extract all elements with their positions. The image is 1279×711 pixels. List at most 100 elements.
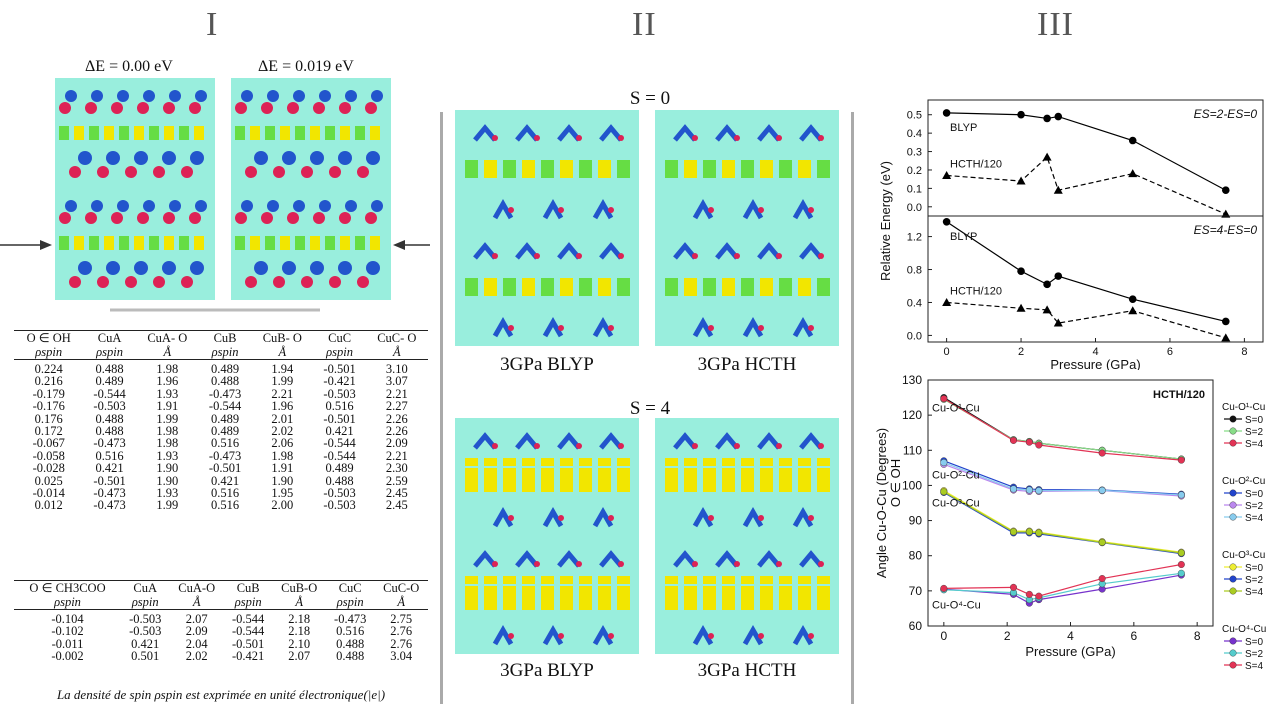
table-cell: 2.01	[271, 411, 294, 426]
legend-marker	[1229, 637, 1237, 645]
table-cell: 1.99	[156, 411, 179, 426]
data-point	[1128, 169, 1138, 178]
table-cell: 2.30	[385, 461, 408, 476]
data-point	[1025, 438, 1033, 446]
y-tick-label: 0.0	[907, 330, 922, 342]
legend-marker	[1229, 661, 1237, 669]
legend-label: S=0	[1245, 489, 1264, 500]
data-point	[1098, 538, 1106, 546]
table-cell: 2.21	[385, 448, 408, 463]
table-cell: -0.503	[323, 386, 356, 401]
table-cell: 2.18	[288, 612, 311, 626]
x-axis-label: Pressure (GPa)	[1050, 357, 1140, 370]
series-line	[943, 462, 1182, 496]
series-line-blyp	[946, 112, 1227, 191]
y-tick-label: 0.4	[907, 128, 922, 140]
table-cell: -0.501	[232, 636, 265, 651]
y-tick-label: 0.1	[907, 183, 922, 195]
table-cell: -0.503	[129, 624, 162, 639]
table-cell: 1.90	[271, 473, 294, 488]
s0-title: S = 0	[629, 88, 671, 109]
data-point	[1009, 583, 1017, 591]
legend-marker	[1229, 587, 1237, 595]
table-cell: -0.421	[323, 374, 356, 389]
table-cell: 2.76	[390, 636, 413, 651]
y-tick-label: 0.3	[907, 147, 922, 159]
x-tick-label: 8	[1241, 346, 1247, 358]
table-header: O ∈ CH3COO ρspin	[14, 580, 122, 610]
data-point	[1035, 592, 1043, 600]
table-cell: 2.06	[271, 436, 294, 451]
x-tick-label: 0	[940, 629, 947, 643]
data-point	[942, 170, 952, 179]
table-cell: -0.473	[93, 436, 126, 451]
table-cell: 0.489	[211, 362, 240, 376]
table-cell: 0.489	[95, 374, 124, 389]
y-axis-label: Angle Cu-O-Cu (Degrees)	[874, 428, 889, 578]
y-tick-label: 70	[909, 584, 923, 598]
data-point	[1035, 441, 1043, 449]
delta-e-right: ΔE = 0.019 eV	[258, 58, 354, 75]
y-tick-label: 0.5	[907, 110, 922, 122]
table-cell: -0.473	[93, 498, 126, 513]
table-cell: 0.224	[34, 362, 63, 376]
y-tick-label: 80	[909, 549, 923, 563]
table-cell: 2.45	[385, 498, 408, 513]
table-cell: 1.98	[156, 362, 179, 376]
series-label: HCTH/120	[950, 285, 1002, 297]
table-cell: 0.488	[95, 411, 124, 426]
table-cell: 3.07	[385, 374, 408, 389]
table-cell: 2.26	[385, 424, 408, 439]
table-cell: 2.02	[185, 649, 208, 664]
table-cell: 1.93	[156, 486, 179, 501]
table-header: CuA-O Å	[169, 580, 224, 610]
group-label: Cu-O⁴-Cu	[932, 599, 981, 611]
table-cell: -0.544	[323, 436, 356, 451]
energy-diff-label: ES=2-ES=0	[1194, 107, 1258, 121]
table-cell: -0.503	[129, 612, 162, 626]
table-cell: 0.488	[95, 424, 124, 439]
caption-s4-blyp: 3GPa BLYP	[500, 660, 594, 681]
table-cell: 1.93	[156, 386, 179, 401]
y-tick-label: 0.2	[907, 165, 922, 177]
group-label: Cu-O³-Cu	[932, 498, 980, 510]
data-point	[1016, 176, 1026, 185]
data-point	[1035, 529, 1043, 537]
group-label: Cu-O²-Cu	[932, 469, 980, 481]
data-point	[1177, 456, 1185, 464]
table-cell: 0.421	[325, 424, 354, 439]
legend-marker	[1229, 415, 1237, 423]
group-label: Cu-O¹-Cu	[932, 403, 980, 415]
table-row: 0.172 0.488 1.98 0.489 2.02 0.421 2.26	[14, 424, 428, 439]
x-tick-label: 6	[1130, 629, 1137, 643]
table-cell: 2.18	[288, 624, 311, 639]
table-cell: 0.421	[95, 461, 124, 476]
data-point	[1054, 112, 1063, 121]
series-line-blyp	[946, 221, 1226, 322]
table-cell: 2.21	[385, 386, 408, 401]
table-row: -0.058 0.516 1.93 -0.473 1.98 -0.544 2.21	[14, 448, 428, 463]
table-cell: 2.76	[390, 624, 413, 639]
table-cell: 0.516	[211, 498, 240, 513]
data-point	[1009, 528, 1017, 536]
data-point	[1053, 318, 1063, 327]
series-line	[943, 491, 1182, 554]
table-cell: -0.544	[93, 386, 126, 401]
table-row: -0.002 0.501 2.02 -0.421 2.07 0.488 3.04	[14, 649, 428, 664]
legend-label: S=0	[1245, 637, 1264, 648]
table-cell: 2.10	[288, 636, 311, 651]
y-tick-label: 120	[902, 408, 922, 422]
data-point	[942, 217, 951, 226]
data-point	[940, 395, 948, 403]
x-tick-label: 0	[944, 346, 950, 358]
table-cell: -0.544	[232, 624, 265, 639]
table-cell: 0.421	[131, 636, 160, 651]
table-row: 0.012 -0.473 1.99 0.516 2.00 -0.503 2.45	[14, 498, 428, 513]
table-cell: 0.012	[34, 498, 63, 513]
table-cell: 1.98	[156, 424, 179, 439]
table-cell: 1.98	[156, 436, 179, 451]
molecular-structures-panel-1	[0, 78, 430, 312]
table-cell: -0.473	[93, 486, 126, 501]
legend-marker	[1229, 489, 1237, 497]
